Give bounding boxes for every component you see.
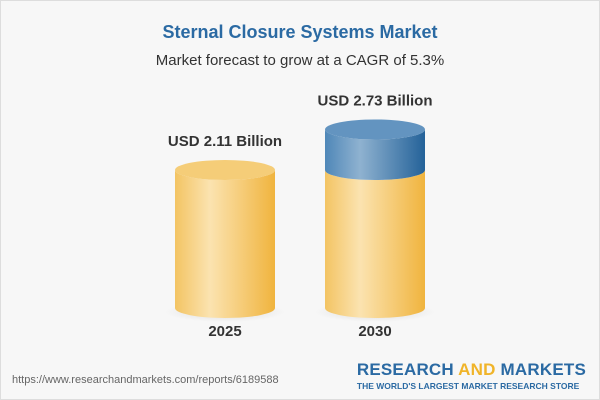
category-label: 2025	[208, 323, 241, 340]
bar-growth-2030	[325, 129, 425, 180]
data-label: USD 2.11 Billion	[168, 133, 282, 150]
data-label: USD 2.73 Billion	[317, 92, 432, 109]
bar-base-2025	[175, 170, 275, 318]
category-label: 2030	[358, 323, 391, 340]
chart-subtitle: Market forecast to grow at a CAGR of 5.3…	[155, 52, 445, 69]
bar-top-2025	[175, 160, 275, 180]
chart-title: Sternal Closure Systems Market	[162, 22, 438, 42]
bar-top-2030	[325, 119, 425, 140]
source-url[interactable]: https://www.researchandmarkets.com/repor…	[12, 374, 279, 386]
research-and-markets-logo: RESEARCH AND MARKETS THE WORLD'S LARGEST…	[356, 360, 586, 391]
bar-base-2030	[325, 170, 425, 318]
